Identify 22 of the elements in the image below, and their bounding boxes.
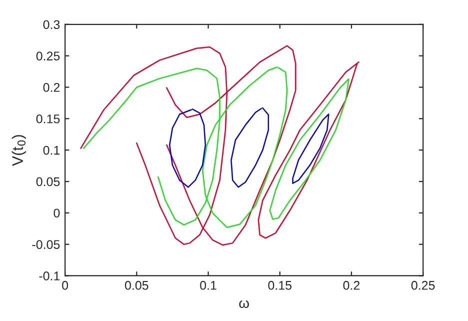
y-tick-label: 0.05 [36, 177, 60, 186]
x-tick-label: 0.05 [124, 280, 148, 290]
line-series [168, 108, 206, 188]
y-tick-label: 0.2 [43, 83, 60, 92]
x-tick-label: 0 [62, 280, 68, 290]
x-tick-label: 0.15 [268, 280, 292, 290]
x-tick-label: 0.2 [343, 280, 360, 290]
x-axis-title: ω [239, 300, 249, 308]
y-tick-label: 0 [54, 208, 60, 218]
y-tick-label: -0.1 [39, 272, 60, 280]
y-tick-label: -0.05 [32, 240, 60, 249]
line-series [258, 61, 360, 239]
y-tick-label: 0.1 [43, 146, 60, 155]
line-series [292, 114, 330, 184]
x-tick-label: 0.25 [411, 280, 435, 290]
y-axis-title: V(t$_{0}$) [12, 135, 26, 166]
line-series [230, 107, 270, 188]
y-tick-label: 0.3 [43, 20, 60, 30]
y-tick-label: 0.25 [36, 52, 60, 60]
x-tick-label: 0.1 [200, 280, 216, 290]
y-tick-label: 0.15 [36, 114, 60, 124]
line-series [269, 78, 350, 220]
